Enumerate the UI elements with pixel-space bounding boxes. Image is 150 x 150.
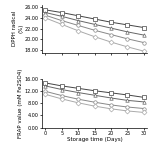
Y-axis label: DPPH radical
(%): DPPH radical (%) bbox=[12, 11, 23, 46]
Y-axis label: FRAP value (mM Fe2SO4): FRAP value (mM Fe2SO4) bbox=[18, 69, 23, 138]
X-axis label: Storage time (Days): Storage time (Days) bbox=[67, 137, 122, 142]
